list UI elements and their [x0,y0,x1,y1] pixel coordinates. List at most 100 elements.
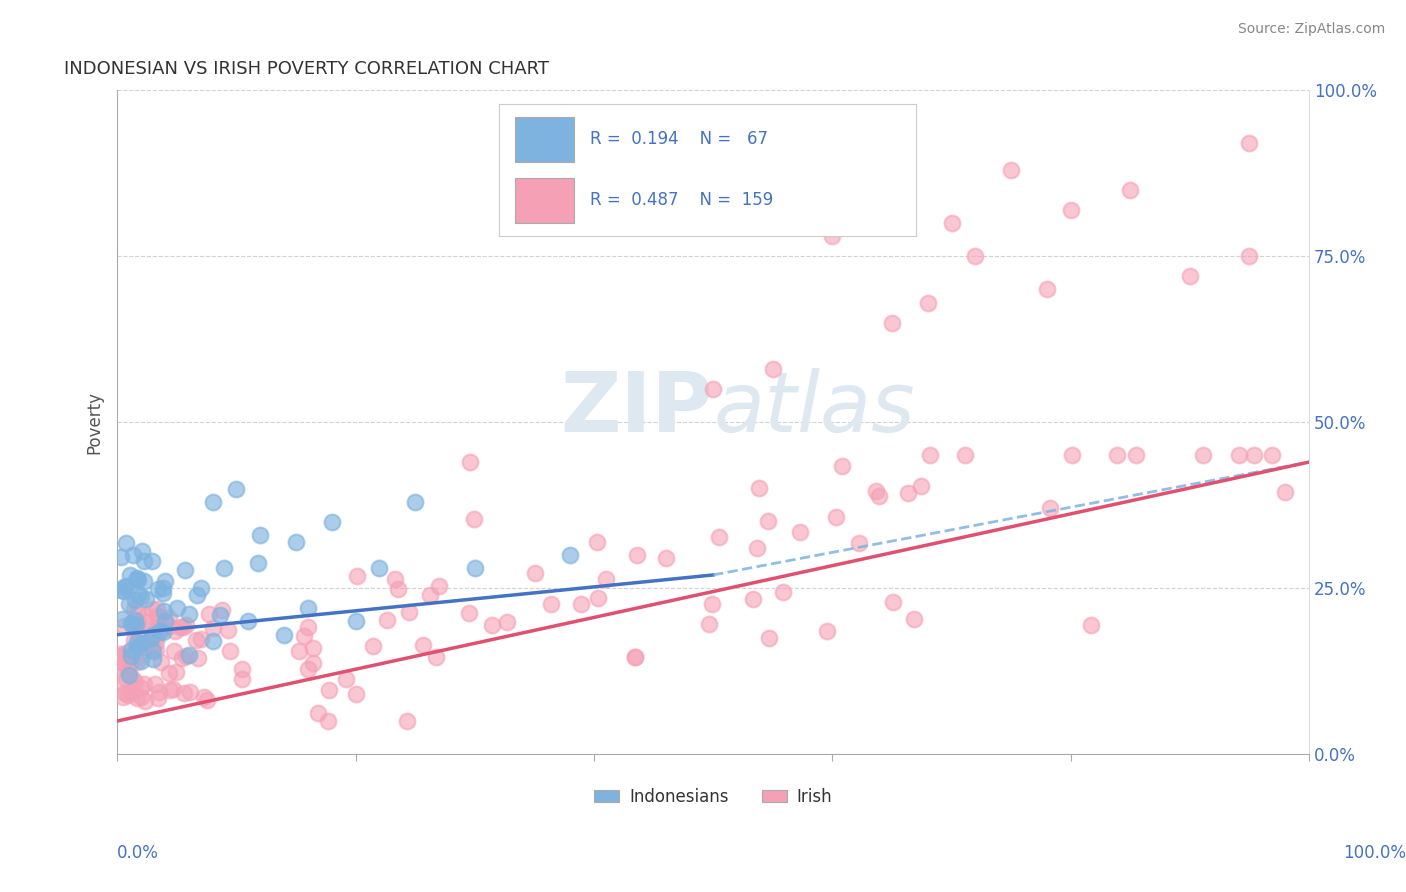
Point [697,617,720,632]
Point [125,650,148,665]
Point [464,561,486,575]
Point [772,585,794,599]
Point [307,706,329,720]
Point [131,543,153,558]
Point [122,549,145,563]
Point [920,449,942,463]
Point [124,675,146,690]
Point [225,482,247,496]
Point [595,572,617,586]
Point [153,604,176,618]
Point [201,621,224,635]
Point [335,673,357,687]
Point [120,684,142,698]
Point [626,548,648,562]
Point [184,632,207,647]
Point [201,634,224,648]
Point [1261,449,1284,463]
Point [375,613,398,627]
Point [110,583,132,598]
Point [174,617,197,632]
Point [157,619,180,633]
Point [125,572,148,586]
Point [247,556,270,570]
Legend: Indonesians, Irish: Indonesians, Irish [588,780,839,813]
Point [762,362,785,376]
Point [302,656,325,670]
Point [142,628,165,642]
Point [496,615,519,629]
Point [917,295,939,310]
Point [131,636,153,650]
Point [120,657,142,671]
Point [114,646,136,660]
Point [120,642,142,657]
Point [1060,202,1083,217]
Point [129,589,152,603]
Point [117,664,139,678]
Point [425,649,447,664]
Point [145,635,167,649]
Point [134,574,156,588]
Point [1192,449,1215,463]
Point [135,608,157,623]
Point [124,613,146,627]
Point [129,654,152,668]
Point [110,649,132,664]
Point [302,640,325,655]
Point [110,549,132,564]
Point [848,536,870,550]
Point [481,618,503,632]
Point [115,579,138,593]
Point [218,643,240,657]
Point [124,593,146,607]
Point [742,592,765,607]
Point [815,624,838,639]
Point [127,614,149,628]
Point [117,688,139,702]
Point [273,628,295,642]
Point [1036,282,1059,296]
Point [148,685,170,699]
Point [195,693,218,707]
Point [316,714,339,728]
Point [108,650,131,665]
Point [142,644,165,658]
Point [146,620,169,634]
Point [1062,449,1084,463]
Point [174,648,197,663]
Point [122,602,145,616]
Point [346,569,368,583]
Point [149,655,172,669]
Point [129,690,152,704]
Point [129,640,152,654]
Point [586,534,609,549]
Point [134,693,156,707]
Point [211,603,233,617]
Point [115,672,138,686]
Text: 100.0%: 100.0% [1344,844,1406,862]
Point [748,481,770,495]
Point [747,541,769,556]
Point [198,607,221,622]
Point [141,641,163,656]
Point [135,592,157,607]
Point [707,530,730,544]
Point [111,690,134,704]
Point [297,620,319,634]
Point [398,605,420,619]
Point [231,672,253,686]
Point [288,644,311,658]
Point [953,449,976,463]
Point [112,584,135,599]
Point [297,662,319,676]
Point [558,548,581,562]
Point [115,658,138,673]
Point [941,216,963,230]
Point [897,486,920,500]
Point [132,677,155,691]
Point [460,455,482,469]
Point [179,685,201,699]
Point [825,510,848,524]
Point [127,655,149,669]
